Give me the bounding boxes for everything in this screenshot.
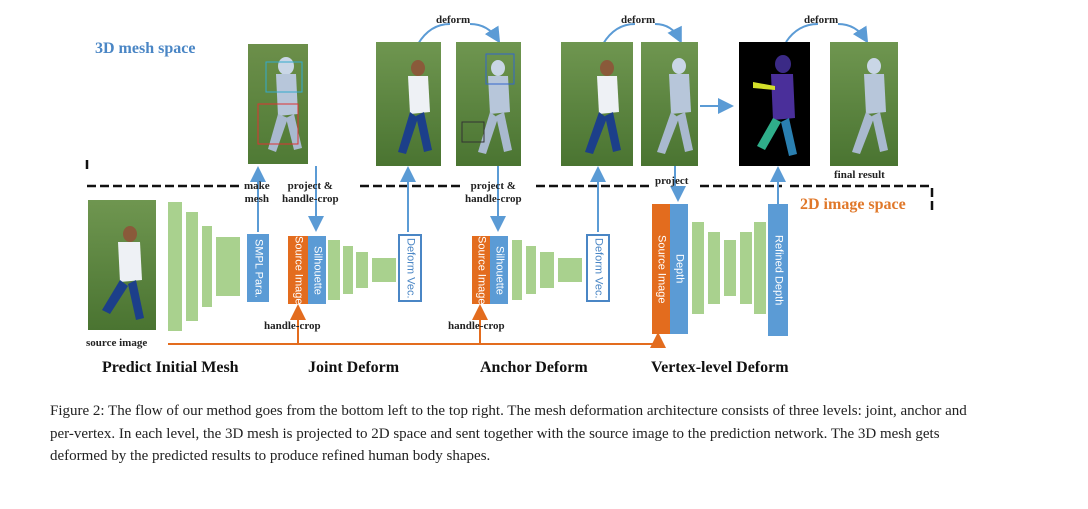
depth-block: Depth (670, 204, 688, 334)
net-layer (740, 232, 752, 304)
stage-joint-deform: Joint Deform (308, 359, 400, 376)
figure-connectors (85, 23, 934, 348)
anchor-deform-photo (561, 42, 633, 166)
project-handle-crop-label-1: project & handle-crop (282, 180, 339, 206)
net-layer (216, 237, 240, 296)
handle-crop-line: handle-crop (465, 193, 522, 205)
mesh-figure-icon (257, 57, 303, 152)
player-photo-icon (585, 60, 621, 154)
handle-crop-label-1: handle-crop (264, 320, 321, 332)
player-photo-icon (398, 60, 432, 154)
silhouette-block-1: Silhouette (308, 236, 326, 304)
smpl-params-block: SMPL Para. (247, 234, 269, 302)
net-layer (754, 222, 766, 314)
method-flow-figure: 3D mesh space 2D image space deform defo… (85, 14, 934, 376)
source-image-block-1: Source Image (288, 236, 308, 304)
stage-vertex-level-deform: Vertex-level Deform (651, 359, 789, 376)
figure-caption: Figure 2: The flow of our method goes fr… (50, 403, 967, 464)
make-mesh-line-2: mesh (244, 193, 270, 205)
project-handle-crop-label-2: project & handle-crop (465, 180, 522, 206)
mesh-space-label: 3D mesh space (95, 40, 196, 57)
net-layer (540, 252, 554, 288)
deform-arrow-3 (785, 23, 866, 42)
player-photo-icon (102, 226, 144, 320)
refined-depth-block: Refined Depth (768, 204, 788, 336)
anchor-deform-mesh-image (641, 42, 698, 166)
space-divider (85, 160, 934, 214)
net-layer (343, 246, 353, 294)
source-image-block-2: Source Image (472, 236, 490, 304)
refined-depth-map-image (739, 42, 810, 166)
deform-vec-block-2: Deform Vec. (586, 234, 610, 302)
mesh-figure-icon (657, 58, 693, 154)
deform-label-1: deform (436, 14, 471, 26)
handle-crop-label-2: handle-crop (448, 320, 505, 332)
project-label: project (655, 175, 689, 187)
deform-label-3: deform (804, 14, 839, 26)
deform-arrow-2 (602, 23, 680, 44)
net-layer (512, 240, 522, 300)
deform-vec-block-1: Deform Vec. (398, 234, 422, 302)
net-layer (724, 240, 736, 296)
deform-arrow-1 (417, 23, 498, 44)
project-line: project & (470, 180, 516, 192)
make-mesh-label: make mesh (244, 180, 270, 206)
project-line: project & (287, 180, 333, 192)
final-result-label: final result (834, 169, 885, 181)
source-image-photo (88, 200, 156, 330)
net-layer (186, 212, 198, 321)
joint-deform-photo (376, 42, 441, 166)
net-layer (708, 232, 720, 304)
net-layer (356, 252, 368, 288)
stage-anchor-deform: Anchor Deform (480, 359, 588, 376)
make-mesh-line-1: make (244, 180, 270, 192)
final-result-image (830, 42, 898, 166)
depth-map-icon (753, 55, 797, 156)
net-layer (526, 246, 536, 294)
mesh-figure-icon (461, 53, 515, 154)
silhouette-block-2: Silhouette (490, 236, 508, 304)
net-layer (202, 226, 212, 307)
deform-label-2: deform (621, 14, 656, 26)
joint-deform-mesh-image (456, 42, 521, 166)
net-layer (168, 202, 182, 331)
source-image-block-3: Source Image (652, 204, 670, 334)
net-layer (692, 222, 704, 314)
net-layer (328, 240, 340, 300)
net-layer (558, 258, 582, 282)
net-layer (372, 258, 396, 282)
initial-mesh-overlay-image (248, 44, 308, 164)
source-image-label: source image (86, 337, 148, 349)
handle-crop-line: handle-crop (282, 193, 339, 205)
image-space-label: 2D image space (800, 196, 906, 213)
mesh-figure-icon (852, 58, 888, 154)
stage-predict-initial-mesh: Predict Initial Mesh (102, 359, 239, 376)
